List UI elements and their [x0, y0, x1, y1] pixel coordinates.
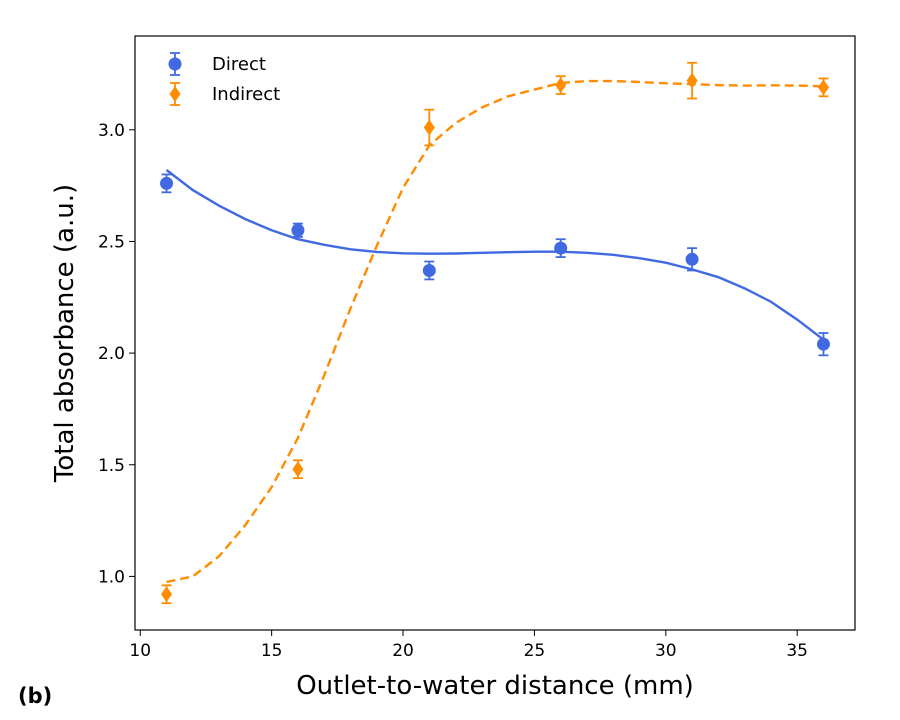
data-point-indirect — [817, 79, 829, 96]
y-tick-label: 3.0 — [98, 121, 125, 141]
legend-label-indirect: Indirect — [212, 84, 280, 105]
fit-curve-direct — [165, 169, 825, 341]
plot-area — [135, 36, 855, 630]
x-axis-ticks: 10 15 20 25 30 35 — [129, 630, 808, 661]
y-tick-label: 2.5 — [98, 232, 125, 252]
x-tick-label: 25 — [524, 641, 546, 661]
x-tick-label: 10 — [129, 641, 151, 661]
data-point-indirect — [423, 119, 435, 136]
data-point-direct — [160, 176, 174, 190]
panel-label: (b) — [18, 684, 53, 708]
data-points — [160, 61, 830, 605]
data-point-indirect — [686, 72, 698, 89]
data-point-indirect — [161, 586, 173, 603]
legend-marker-indirect — [169, 86, 181, 102]
y-axis-label: Total absorbance (a.u.) — [50, 184, 80, 483]
x-tick-label: 15 — [261, 641, 283, 661]
data-point-direct — [685, 252, 699, 266]
legend-marker-direct — [168, 57, 182, 71]
legend-label-direct: Direct — [212, 54, 266, 75]
data-point-direct — [554, 241, 568, 255]
y-tick-label: 1.0 — [98, 567, 125, 587]
x-tick-label: 35 — [786, 641, 808, 661]
fit-curve-indirect — [166, 79, 824, 584]
fit-curves — [165, 79, 825, 584]
data-point-direct — [291, 223, 305, 237]
y-axis-ticks: 1.0 1.5 2.0 2.5 3.0 — [98, 121, 135, 587]
x-tick-label: 30 — [655, 641, 677, 661]
y-tick-label: 2.0 — [98, 344, 125, 364]
x-axis-label: Outlet-to-water distance (mm) — [296, 671, 694, 701]
data-point-direct — [816, 337, 830, 351]
data-point-direct — [422, 263, 436, 277]
legend: Direct Indirect — [168, 52, 280, 106]
data-point-indirect — [555, 77, 567, 94]
x-tick-label: 20 — [392, 641, 414, 661]
y-tick-label: 1.5 — [98, 456, 125, 476]
data-point-indirect — [292, 461, 304, 478]
plot-frame — [134, 35, 856, 631]
